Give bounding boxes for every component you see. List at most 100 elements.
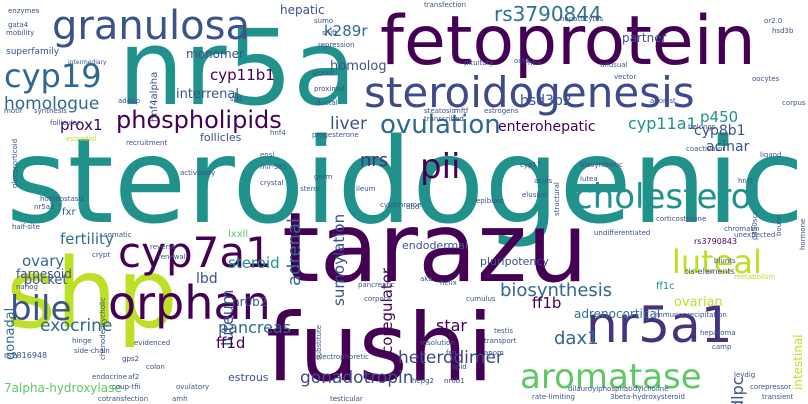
word-vector: vector (614, 73, 637, 81)
word-superfamily: superfamily (6, 47, 60, 57)
word-apom: apom (484, 349, 504, 357)
word-hepg2: hepg2 (412, 377, 435, 385)
word-lxxll: lxxll (228, 229, 249, 240)
word-transfection: transfection (424, 1, 467, 9)
word-fetoprotein: fetoprotein (380, 2, 756, 81)
word-cyp19: cyp19 (0, 0, 4, 1)
word-somatic: somatic (104, 231, 132, 239)
word-electrophoretic: electrophoretic (316, 353, 369, 361)
word-reverse: reverse (150, 243, 177, 251)
word-sterol: sterol (300, 185, 320, 193)
word-prox1: prox1 (60, 116, 103, 134)
word-structural: structural (553, 182, 561, 216)
word-nrs: nrs (360, 150, 389, 171)
word-pii: pii (420, 147, 461, 187)
word-nanog: nanog (16, 283, 38, 291)
word-pituitary: pituitary (464, 59, 494, 67)
word-testis: testis (494, 327, 514, 335)
word-repression: repression (318, 41, 355, 49)
word-acids: acids (534, 177, 553, 185)
word-proximal: proximal (314, 85, 345, 93)
word-adrenocortical: adrenocortical (574, 307, 661, 321)
word-corpora: corpora (364, 295, 391, 303)
word-chenodeoxycholic: chenodeoxycholic (99, 297, 107, 360)
word-endocrine: endocrine (92, 373, 127, 381)
word-evidenced: evidenced (134, 339, 171, 347)
word-ovulation: ovulation (380, 110, 501, 140)
word-unexpected: unexpected (734, 231, 776, 239)
word-fertility: fertility (60, 230, 114, 248)
word-leydig: leydig (734, 371, 756, 379)
word-motif: motif (4, 107, 23, 115)
word-nr0b1: nr0b1 (444, 377, 465, 385)
word-or2-0: or2.0 (764, 17, 783, 25)
word-adrenal: adrenal (284, 218, 305, 286)
word-partner: partner (622, 31, 667, 45)
word-estradiol: estradiol (66, 135, 97, 143)
word-acinar: acinar (706, 139, 750, 155)
word-hsd3b: hsd3b (772, 27, 794, 35)
word-cumulus: cumulus (466, 295, 496, 303)
word-elusive: elusive (522, 191, 547, 199)
word-helix: helix (440, 279, 457, 287)
word-belongs: belongs (688, 123, 716, 131)
word-lbd: lbd (196, 271, 218, 287)
word-sumoylation: sumoylation (330, 213, 348, 306)
word-glucocorticoid: glucocorticoid (11, 138, 19, 188)
word-hepatocytes: hepatocytes (560, 15, 604, 23)
word-luteal: luteal (672, 243, 762, 281)
word-crypt: crypt (92, 251, 111, 259)
word-substitute: substitute (315, 324, 323, 360)
word-renewal: renewal (158, 253, 186, 261)
word-3beta-hydroxysteroid: 3beta-hydroxysteroid (610, 393, 685, 401)
word-ensi: ensi (260, 151, 275, 159)
word-dax1: dax1 (554, 328, 599, 349)
word-phospholipids: phospholipids (116, 106, 282, 134)
word-tarazu: tarazu (282, 192, 588, 304)
word-recruitment: recruitment (126, 139, 168, 147)
word-granulosa: granulosa (52, 3, 250, 49)
word-hnf4alpha: hnf4alpha (149, 71, 160, 122)
word-endodermal: endodermal (402, 239, 469, 252)
word-pocket: pocket (24, 273, 68, 288)
word-testicular: testicular (330, 395, 363, 403)
word-hinge: hinge (72, 337, 92, 345)
word-rs3790844: rs3790844 (494, 2, 602, 26)
word-exocrine: exocrine (40, 316, 113, 336)
word-p450scc: p450scc (751, 210, 759, 240)
word-mobility: mobility (6, 29, 35, 37)
word-follicular: follicular (50, 119, 80, 127)
word-farnesoid: farnesoid (16, 267, 72, 281)
word-ileum: ileum (356, 185, 376, 193)
word-oocytes: oocytes (752, 75, 780, 83)
word-mftf: mftf (454, 107, 469, 115)
word-sexual: sexual (312, 69, 335, 77)
word-bile: bile (10, 289, 72, 329)
word-cotransfection: cotransfection (98, 395, 149, 403)
word-cyp8b1: cyp8b1 (694, 123, 746, 139)
word-transient: transient (762, 393, 794, 401)
word-enterohepatic: enterohepatic (498, 119, 596, 135)
word-biosynthesis: biosynthesis (500, 280, 613, 301)
word-fxr: fxr (62, 207, 76, 218)
word-fushi: fushi (266, 294, 494, 403)
word-nr5a: nr5a (118, 7, 357, 129)
word-transcribed: transcribed (424, 115, 464, 123)
word-ad4bp: ad4bp (118, 97, 141, 105)
word-homologue: homologue (4, 94, 100, 114)
word-progesterone: progesterone (312, 131, 359, 139)
word-synthesis: synthesis (34, 107, 67, 115)
word-ovulatory: ovulatory (176, 383, 210, 391)
word-gonadotropin: gonadotropin (300, 368, 414, 388)
word-colon: colon (146, 363, 165, 371)
word-homeostasis: homeostasis (40, 195, 85, 203)
word-steatosis: steatosis (424, 107, 456, 115)
word-hormone: hormone (799, 218, 807, 250)
word-ff1b: ff1b (532, 294, 562, 312)
word-aromatase: aromatase (520, 357, 702, 397)
word-lipid: lipid (452, 363, 467, 371)
word-nr5a1: nr5a1 (586, 296, 733, 354)
word-intestinal: intestinal (791, 334, 805, 390)
word-cis-elements: cis-elements (684, 267, 735, 276)
